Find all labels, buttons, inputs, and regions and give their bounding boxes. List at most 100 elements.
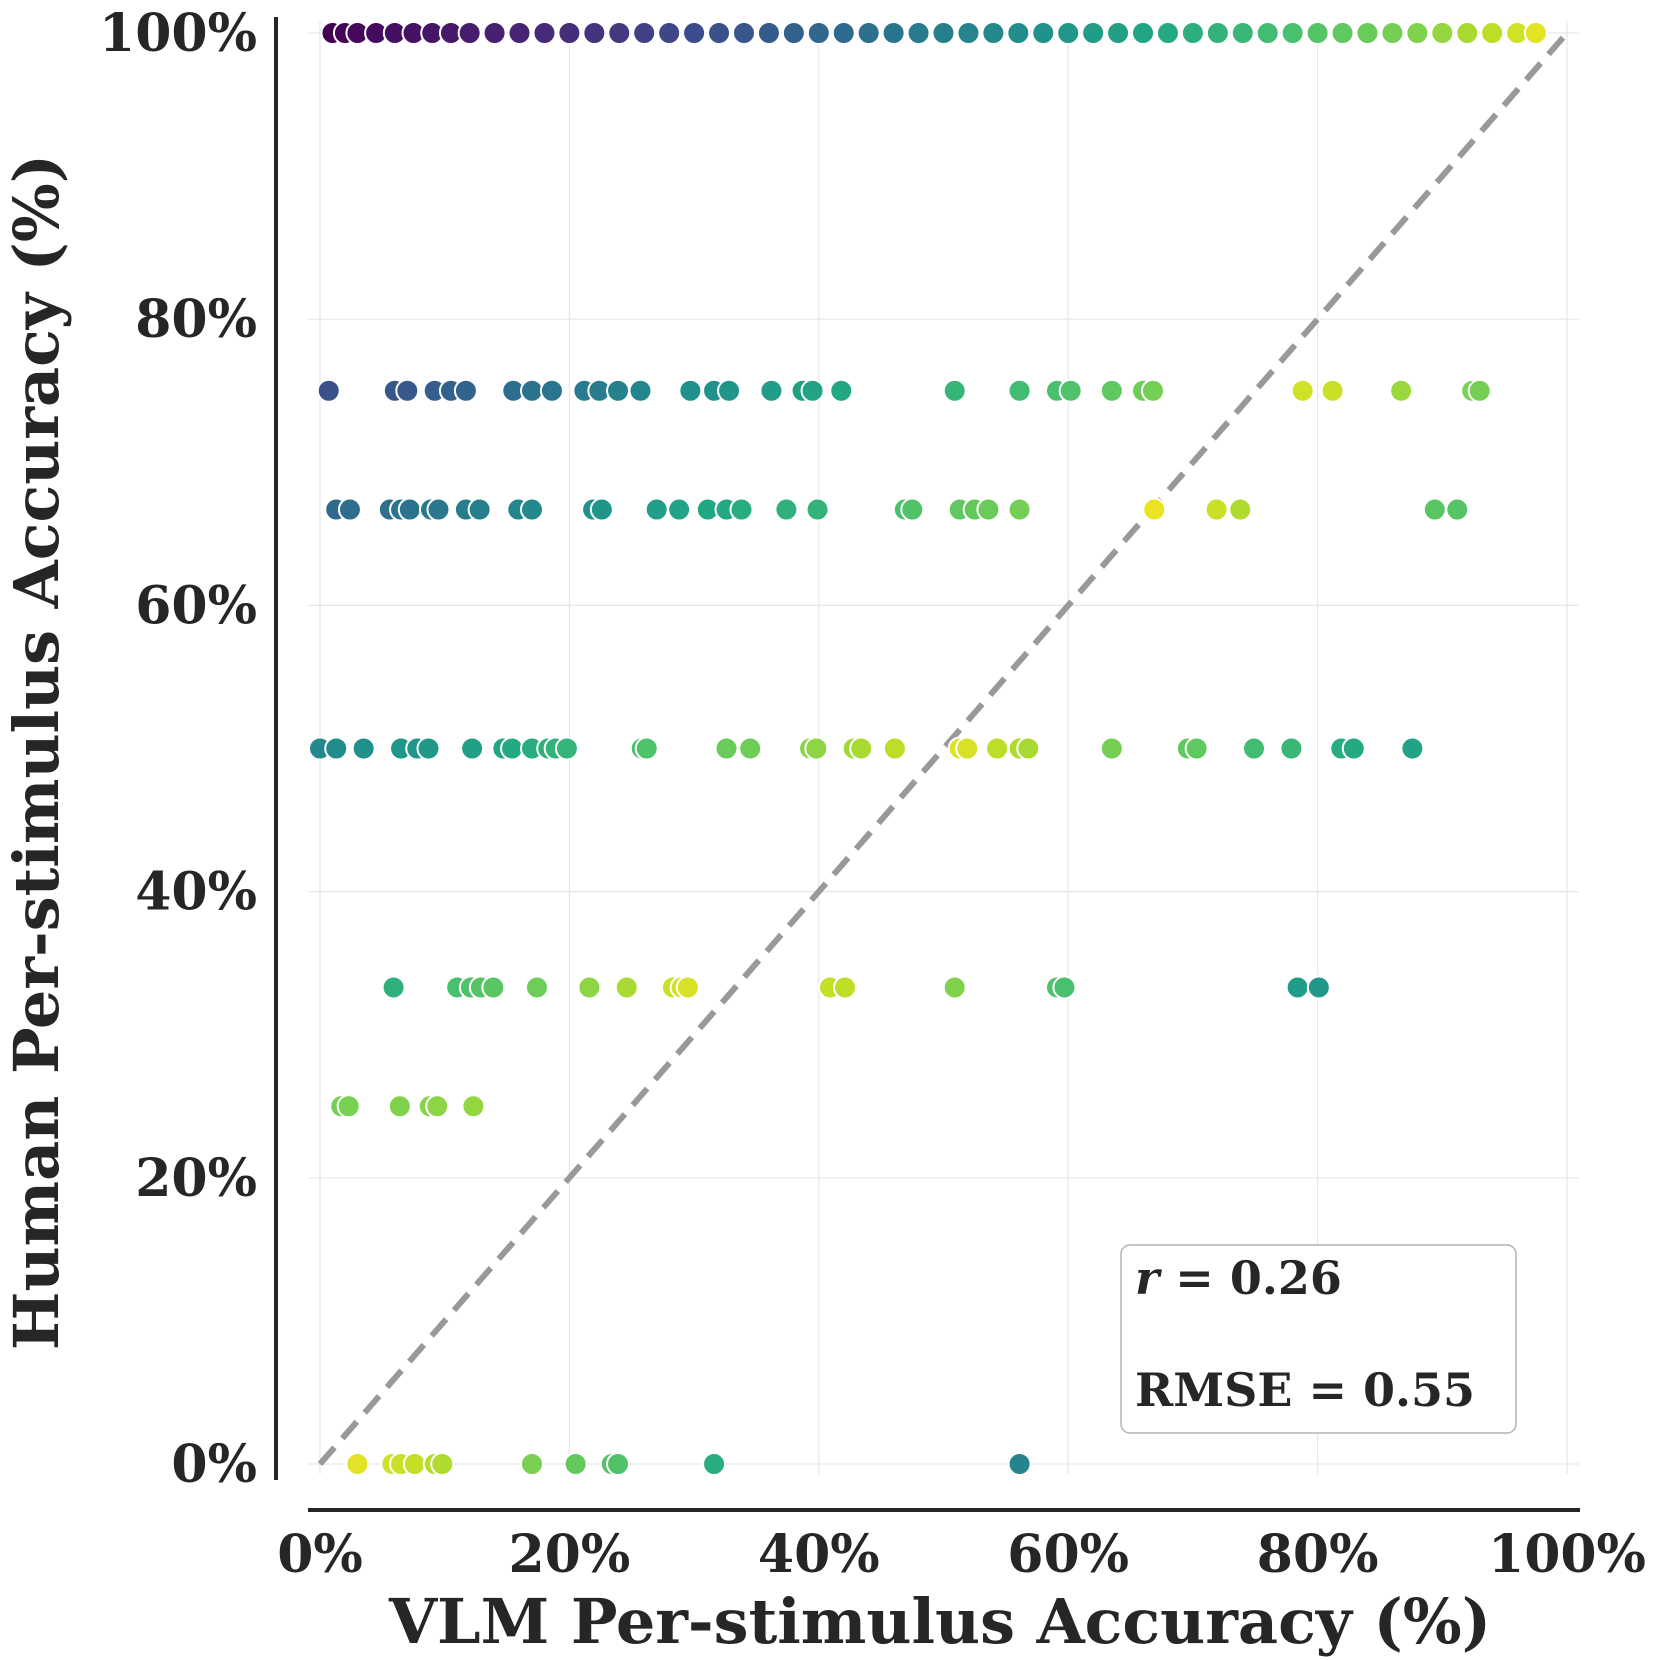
- data-point: [1467, 378, 1492, 403]
- data-point: [729, 497, 754, 522]
- data-point: [481, 975, 506, 1000]
- data-point: [805, 497, 830, 522]
- data-point: [539, 378, 564, 403]
- data-point: [1230, 21, 1255, 45]
- data-point: [702, 1452, 727, 1476]
- data-point: [774, 497, 799, 522]
- data-point: [1380, 21, 1405, 45]
- data-point: [738, 736, 763, 761]
- data-point: [397, 497, 422, 522]
- data-point: [460, 736, 485, 761]
- data-point: [589, 497, 614, 522]
- data-point: [1155, 21, 1180, 45]
- x-tick-label: 100%: [1488, 1524, 1646, 1585]
- data-point: [425, 1094, 450, 1119]
- data-point: [906, 21, 931, 45]
- y-tick-label: 100%: [99, 3, 257, 64]
- reference-line: [317, 31, 1570, 1466]
- data-point: [519, 497, 544, 522]
- data-point: [563, 1452, 588, 1476]
- data-point: [644, 497, 669, 522]
- data-point: [457, 21, 482, 45]
- stats-box-frame: [1120, 1244, 1517, 1434]
- data-point: [402, 1452, 427, 1476]
- y-axis-title: Human Per-stimulus Accuracy (%): [0, 154, 73, 1350]
- data-point: [806, 21, 831, 45]
- data-point: [345, 1452, 370, 1476]
- data-point: [519, 378, 544, 403]
- data-point: [707, 21, 732, 45]
- data-point: [1355, 21, 1380, 45]
- data-point: [849, 736, 874, 761]
- x-tick-label: 0%: [277, 1524, 363, 1585]
- data-point: [632, 21, 657, 45]
- data-point: [607, 21, 632, 45]
- data-point: [430, 1452, 455, 1476]
- data-point: [1280, 21, 1305, 45]
- data-point: [532, 21, 557, 45]
- data-point: [1228, 497, 1253, 522]
- data-point: [1180, 21, 1205, 45]
- data-point: [1081, 21, 1106, 45]
- data-point: [1341, 736, 1366, 761]
- data-point: [336, 1094, 361, 1119]
- data-point: [714, 736, 739, 761]
- data-point: [1204, 497, 1229, 522]
- data-point: [614, 975, 639, 1000]
- x-tick-label: 20%: [509, 1524, 631, 1585]
- data-point: [942, 378, 967, 403]
- data-point: [1405, 21, 1430, 45]
- data-point: [1016, 736, 1041, 761]
- data-point: [829, 378, 854, 403]
- data-point: [395, 378, 420, 403]
- data-point: [1523, 21, 1548, 45]
- data-point: [800, 378, 825, 403]
- data-point: [1306, 975, 1331, 1000]
- data-point: [606, 378, 631, 403]
- data-point: [976, 497, 1001, 522]
- data-point: [1106, 21, 1131, 45]
- data-point: [482, 21, 507, 45]
- data-point: [1242, 736, 1267, 761]
- data-point: [1305, 21, 1330, 45]
- data-point: [1285, 975, 1310, 1000]
- data-point: [426, 497, 451, 522]
- data-point: [1330, 21, 1355, 45]
- data-point: [337, 497, 362, 522]
- data-point: [1480, 21, 1505, 45]
- y-tick-label: 20%: [135, 1148, 257, 1209]
- x-tick-label: 60%: [1007, 1524, 1129, 1585]
- data-point: [1031, 21, 1056, 45]
- data-point: [942, 975, 967, 1000]
- data-point: [756, 21, 781, 45]
- data-point: [985, 736, 1010, 761]
- data-point: [682, 21, 707, 45]
- data-point: [1290, 378, 1315, 403]
- data-point: [1430, 21, 1455, 45]
- data-point: [731, 21, 756, 45]
- data-point: [955, 736, 980, 761]
- y-tick-label: 40%: [135, 862, 257, 923]
- data-point: [1131, 21, 1156, 45]
- data-point: [832, 975, 857, 1000]
- data-point: [678, 378, 703, 403]
- data-point: [1184, 736, 1209, 761]
- data-point: [1140, 378, 1165, 403]
- data-point: [900, 497, 925, 522]
- data-point: [1058, 378, 1083, 403]
- data-point: [831, 21, 856, 45]
- data-point: [804, 736, 829, 761]
- data-point: [577, 975, 602, 1000]
- data-point: [667, 497, 692, 522]
- data-point: [606, 1452, 631, 1476]
- data-point: [453, 378, 478, 403]
- data-point: [717, 378, 742, 403]
- axes: 0% 0% 20% 20% 40% 40% 60% 60% 80% 80% 100% 100%: [99, 3, 1646, 1585]
- data-point: [1099, 736, 1124, 761]
- data-point: [1255, 21, 1280, 45]
- data-point: [675, 975, 700, 1000]
- points-layer: [308, 21, 1548, 1476]
- data-point: [759, 378, 784, 403]
- data-point: [324, 736, 349, 761]
